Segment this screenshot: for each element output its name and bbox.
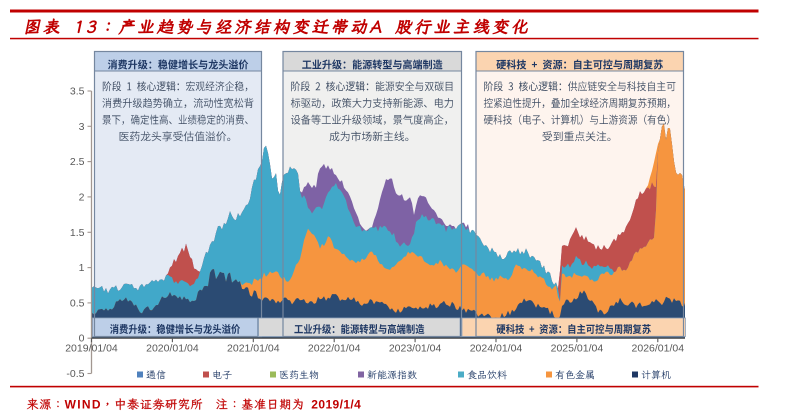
svg-text:2024/01/04: 2024/01/04 (470, 343, 523, 355)
svg-text:2020/01/04: 2020/01/04 (146, 343, 199, 355)
svg-text:2022/01/04: 2022/01/04 (308, 343, 361, 355)
svg-text:3.5: 3.5 (70, 86, 85, 98)
svg-text:2026/01/04: 2026/01/04 (632, 343, 685, 355)
svg-text:2023/01/04: 2023/01/04 (389, 343, 442, 355)
svg-text:0: 0 (79, 333, 85, 345)
svg-text:2019/01/04: 2019/01/04 (65, 343, 118, 355)
svg-text:WIND: WIND (65, 398, 102, 412)
svg-text:2: 2 (79, 191, 85, 203)
svg-text:2025/01/04: 2025/01/04 (551, 343, 604, 355)
svg-text:0.5: 0.5 (70, 297, 85, 309)
svg-text:1: 1 (79, 262, 85, 274)
svg-text:2.5: 2.5 (70, 156, 85, 168)
svg-text:1.5: 1.5 (70, 227, 85, 239)
svg-text:2021/01/04: 2021/01/04 (227, 343, 280, 355)
svg-text:-0.5: -0.5 (66, 368, 84, 380)
svg-text:2019/1/4: 2019/1/4 (311, 398, 361, 412)
svg-text:3: 3 (79, 121, 85, 133)
